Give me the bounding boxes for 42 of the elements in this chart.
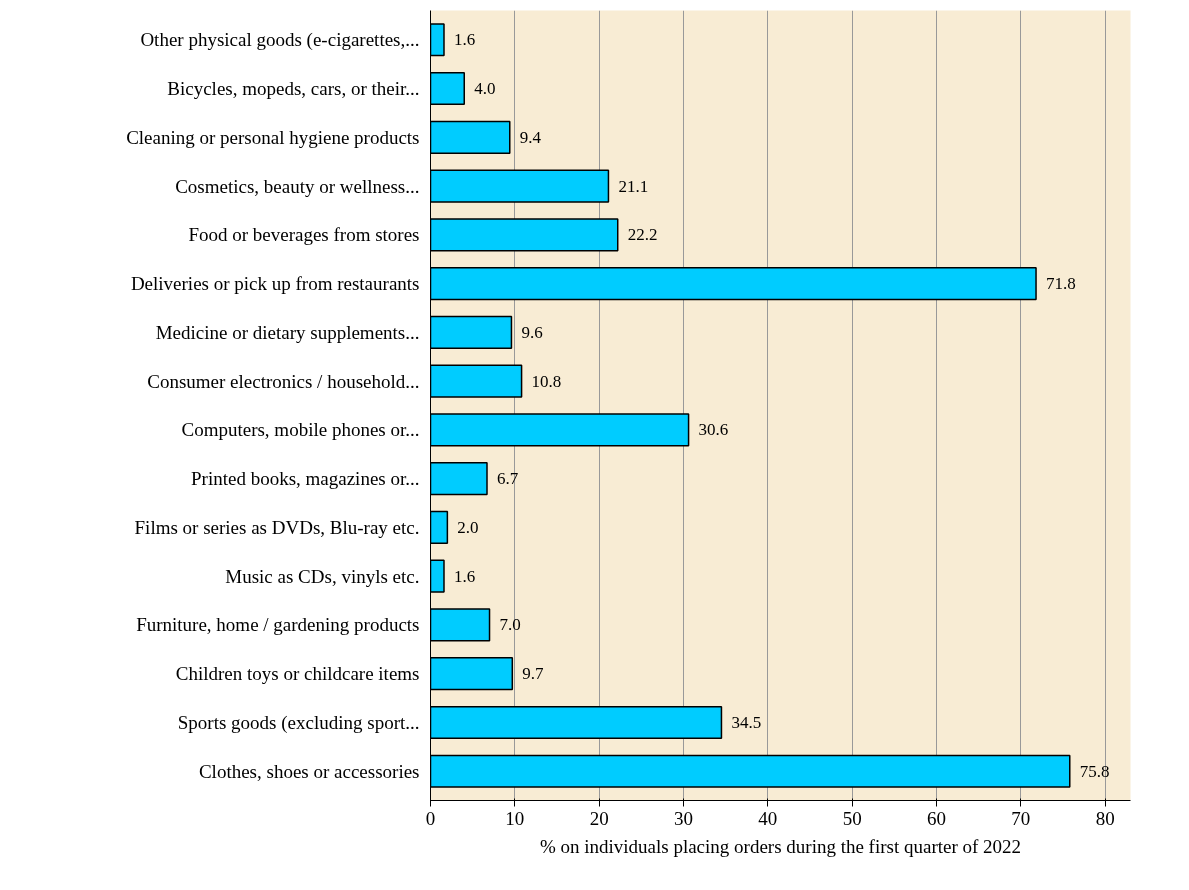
y-tick-label: Films or series as DVDs, Blu-ray etc. (134, 516, 420, 538)
x-tick-label: 30 (674, 807, 694, 829)
data-label: 6.7 (497, 469, 519, 489)
data-label: 1.6 (453, 30, 476, 50)
data-label: 71.8 (1046, 274, 1076, 294)
y-tick-label: Children toys or childcare items (175, 663, 420, 685)
x-tick-label: 70 (1011, 807, 1031, 829)
data-label: 7.0 (499, 615, 521, 635)
y-tick-label: Music as CDs, vinyls etc. (225, 565, 420, 587)
y-tick-label: Furniture, home / gardening products (136, 614, 420, 636)
data-label: 75.8 (1079, 761, 1110, 781)
y-tick-label: Cleaning or personal hygiene products (126, 126, 420, 148)
data-label: 9.6 (521, 322, 543, 342)
data-label: 30.6 (698, 420, 729, 440)
y-tick-label: Bicycles, mopeds, cars, or their... (167, 78, 420, 100)
x-axis-title: % on individuals placing orders during the first quarter of 2022 (539, 835, 1022, 857)
x-tick-label: 40 (758, 807, 778, 829)
y-tick-label: Clothes, shoes or accessories (198, 760, 420, 782)
data-label: 1.6 (453, 566, 476, 586)
y-tick-label: Computers, mobile phones or... (181, 419, 420, 441)
y-tick-label: Printed books, magazines or... (191, 468, 420, 490)
data-label: 34.5 (731, 712, 762, 732)
y-tick-label: Consumer electronics / household... (147, 370, 420, 392)
y-tick-label: Sports goods (excluding sport... (177, 711, 420, 734)
y-tick-label: Food or beverages from stores (188, 224, 420, 246)
y-tick-label: Deliveries or pick up from restaurants (130, 273, 420, 295)
data-label: 9.4 (519, 127, 542, 147)
x-tick-label: 60 (927, 807, 947, 829)
x-tick-label: 10 (505, 807, 525, 829)
y-tick-label: Cosmetics, beauty or wellness... (175, 175, 420, 197)
data-label: 21.1 (618, 176, 649, 196)
data-label: 2.0 (457, 517, 479, 537)
data-label: 9.7 (522, 664, 545, 684)
x-tick-label: 0 (425, 807, 436, 829)
x-tick-label: 20 (589, 807, 609, 829)
x-tick-label: 50 (842, 807, 862, 829)
x-tick-label: 80 (1095, 807, 1115, 829)
data-label: 10.8 (531, 371, 562, 391)
y-tick-label: Other physical goods (e-cigarettes,... (140, 29, 420, 52)
y-tick-label: Medicine or dietary supplements... (155, 321, 420, 343)
data-label: 4.0 (474, 79, 496, 99)
data-label: 22.2 (627, 225, 658, 245)
